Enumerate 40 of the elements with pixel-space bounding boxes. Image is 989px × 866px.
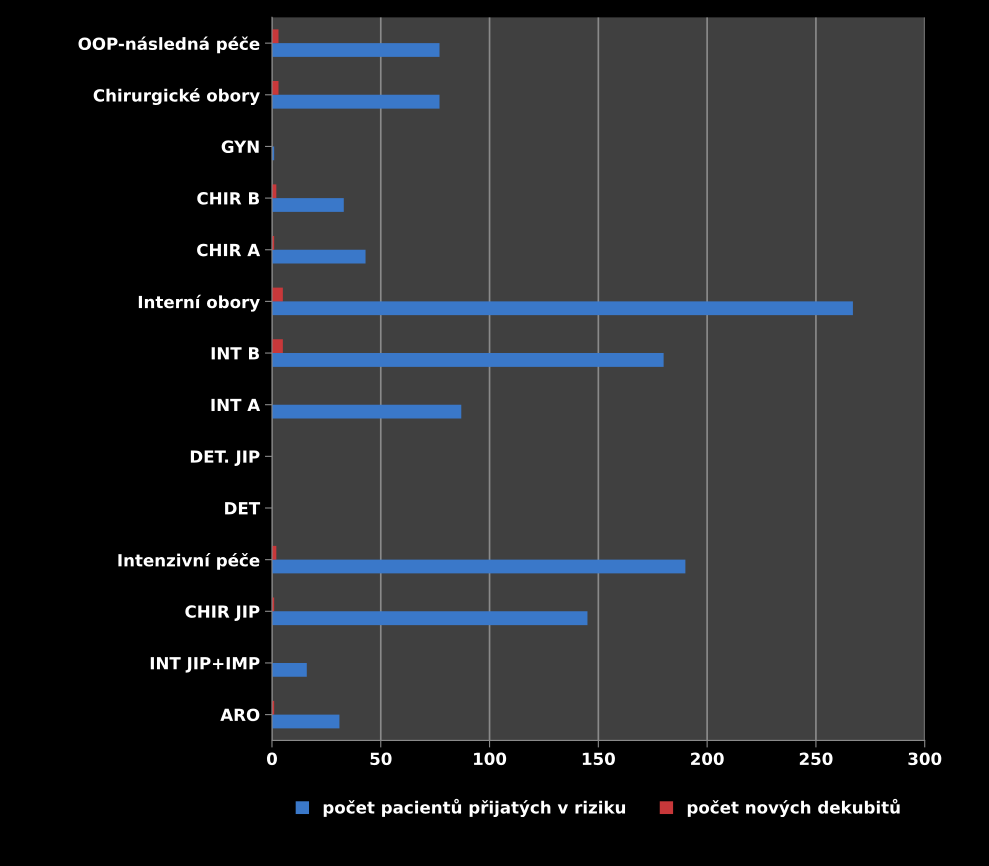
bar — [272, 94, 440, 109]
y-tick-label: Intenzivní péče — [118, 552, 260, 570]
bar — [272, 81, 278, 95]
y-tick-label: ARO — [220, 708, 260, 722]
bar — [272, 184, 276, 198]
bar — [272, 43, 440, 57]
bar — [272, 353, 664, 367]
bar — [272, 301, 853, 316]
bar — [272, 611, 588, 626]
bar — [272, 339, 283, 354]
bar — [272, 662, 307, 677]
y-tick-label: DET — [225, 502, 260, 514]
x-tick-label: 0 — [266, 752, 277, 766]
y-tick-label: OOP-následná péče — [78, 36, 260, 54]
legend-label: počet pacientů přijatých v riziku — [324, 798, 626, 818]
bar — [272, 29, 278, 44]
bar — [272, 714, 340, 728]
y-tick-label: INT B — [212, 347, 259, 360]
y-tick-label: GYN — [222, 140, 259, 154]
x-tick-label: 300 — [908, 752, 942, 766]
y-tick-label: CHIR JIP — [185, 605, 260, 621]
y-tick-label: CHIR B — [197, 192, 259, 205]
x-tick-label: 200 — [691, 752, 724, 766]
y-tick-label: INT A — [211, 398, 260, 412]
legend-label: počet nových dekubitů — [688, 798, 900, 818]
y-tick-label: Interní obory — [138, 294, 260, 312]
x-tick-label: 150 — [582, 752, 615, 766]
bar — [272, 546, 276, 560]
bar — [272, 560, 686, 574]
y-tick-label: Chirurgické obory — [94, 88, 260, 106]
y-tick-label: INT JIP+IMP — [150, 657, 260, 673]
bar — [272, 404, 462, 418]
bar — [272, 288, 283, 302]
bar — [272, 250, 366, 264]
x-tick-label: 250 — [800, 752, 833, 766]
x-tick-label: 100 — [474, 752, 506, 766]
y-tick-label: DET. JIP — [190, 450, 260, 466]
bar — [272, 198, 344, 212]
y-tick-label: CHIR A — [197, 244, 260, 256]
x-tick-label: 50 — [370, 752, 392, 766]
